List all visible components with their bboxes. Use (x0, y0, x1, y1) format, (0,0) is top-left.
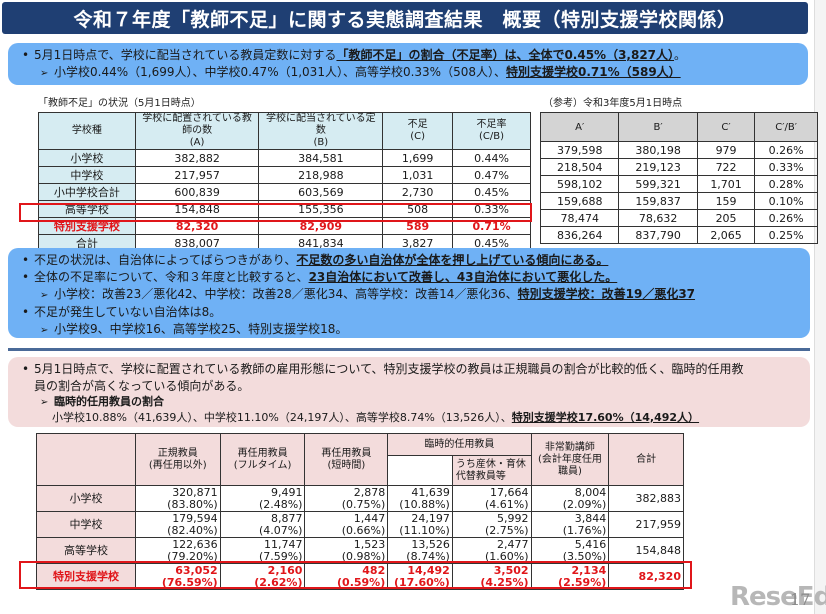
table-row: 中学校 217,957 218,988 1,031 0.47% (38, 166, 531, 184)
col-header-teachers-assigned: 学校に配置されている教師の数 (A) (134, 112, 260, 150)
section-divider (8, 348, 810, 351)
col-header-school-type: 学校種 (38, 112, 136, 150)
page-number: 17 (790, 590, 811, 609)
summary-bullet: • 不足が発生していない自治体は8。 (22, 305, 222, 319)
table-header-row: A′ B′ C′ C′/B′ (539, 112, 818, 142)
table-header-row: 学校種 学校に配置されている教師の数 (A) 学校に配当されている定数 (B) 不足… (38, 112, 531, 150)
bullet-icon: • (22, 48, 30, 62)
table-row: 598,102 599,321 1,701 0.28% (539, 175, 818, 193)
arrow-bullet-icon: ➢ (40, 68, 49, 79)
col-header-regular: 正規教員 (再任用以外) (134, 433, 221, 486)
table-row-highlighted: 特別支援学校 63,052 (76.59%) 2,160 (2.62%) 482 (0… (36, 563, 684, 590)
table-header-row: 正規教員 (再任用以外) 再任用教員 (フルタイム) 再任用教員 (短時間) 臨時的任… (36, 433, 684, 486)
summary-sub-detail: 小学校10.88%（41,639人）、中学校11.10%（24,197人）、高等… (52, 411, 700, 424)
table-caption-reference: （参考）令和3年度5月1日時点 (543, 98, 683, 109)
table-row: 中学校 179,594 (82.40%) 8,877 (4.07%) 1,447 (0… (36, 511, 684, 538)
summary-box-municipalities: • 不足の状況は、自治体によってばらつきがあり、不足数の多い自治体が全体を押し上げ… (8, 248, 810, 338)
summary-bullet-cont: 員の割合が高くなっている傾向がある。 (34, 379, 250, 393)
table-row-total: 合計 838,007 841,834 3,827 0.45% (38, 234, 531, 252)
table-row: 78,474 78,632 205 0.26% (539, 209, 818, 227)
table-row: 小学校 320,871 (83.80%) 9,491 (2.48%) 2,878 (0… (36, 485, 684, 512)
page-edge (814, 0, 826, 614)
bullet-icon: • (22, 270, 30, 284)
col-header-temporary: 臨時的任用教員 (387, 433, 532, 456)
page-title: 令和７年度「教師不足」に関する実態調査結果 概要（特別支援学校関係） (2, 2, 808, 34)
table-caption-shortage: 「教師不足」の状況（5月1日時点） (38, 98, 201, 109)
table-row: 379,598 380,198 979 0.26% (539, 141, 818, 159)
summary-bullet: • 5月1日時点で、学校に配置されている教師の雇用形態について、特別支援学校の教員… (22, 362, 744, 376)
summary-bullet: • 不足の状況は、自治体によってばらつきがあり、不足数の多い自治体が全体を押し上げ… (22, 253, 609, 267)
col-header-quota: 学校に配当されている定数 (B) (258, 112, 384, 150)
highlight-frame-special-support-employment (19, 561, 692, 589)
shortage-table: 学校種 学校に配置されている教師の数 (A) 学校に配当されている定数 (B) 不足… (38, 112, 531, 252)
summary-bullet: • 5月1日時点で、学校に配当されている教員定数に対する「教師不足」の割合（不足率… (22, 48, 687, 62)
table-row: 小中学校合計 600,839 603,569 2,730 0.45% (38, 183, 531, 201)
resed-logo: ReseEd (730, 582, 826, 612)
col-header-reemp-full: 再任用教員 (フルタイム) (219, 433, 306, 486)
summary-box-shortage-rate: • 5月1日時点で、学校に配当されている教員定数に対する「教師不足」の割合（不足率… (8, 43, 808, 85)
table-row: 159,688 159,837 159 0.10% (539, 192, 818, 210)
arrow-bullet-icon: ➢ (40, 397, 49, 408)
summary-bullet: • 全体の不足率について、令和３年度と比較すると、23自治体において改善し、43自… (22, 270, 618, 284)
highlight-frame-special-support (19, 203, 532, 222)
summary-sub-label: ➢ 臨時的任用教員の割合 (40, 395, 164, 408)
col-header-reemp-short: 再任用教員 (短時間) (304, 433, 389, 486)
summary-box-employment: • 5月1日時点で、学校に配置されている教師の雇用形態について、特別支援学校の教員… (8, 357, 810, 427)
col-header-shortage-rate: 不足率 (C/B) (452, 112, 531, 150)
col-header-temporary-substitute: うち産休・育休 代替教員等 (451, 455, 532, 486)
summary-sub-bullet: ➢ 小学校9、中学校16、高等学校25、特別支援学校18。 (22, 321, 796, 339)
col-header-blank (36, 433, 136, 486)
table-row: 218,504 219,123 722 0.33% (539, 158, 818, 176)
bullet-icon: • (22, 362, 30, 376)
table-row: 836,264 837,790 2,065 0.25% (539, 226, 818, 244)
bullet-icon: • (22, 305, 30, 319)
col-header-total: 合計 (608, 433, 684, 486)
summary-sub-bullet: ➢ 小学校：改善23／悪化42、中学校：改善28／悪化34、高等学校：改善14／悪… (22, 286, 796, 304)
table-row: 小学校 382,882 384,581 1,699 0.44% (38, 149, 531, 167)
arrow-bullet-icon: ➢ (40, 290, 49, 301)
bullet-icon: • (22, 253, 30, 267)
reference-table: A′ B′ C′ C′/B′ 379,598 380,198 979 0.26% 21… (539, 112, 818, 244)
summary-sub-bullet: ➢ 小学校0.44%（1,699人）、中学校0.47%（1,031人）、高等学校0… (22, 64, 794, 82)
col-header-shortage: 不足 (C) (382, 112, 454, 150)
col-header-part-time: 非常勤講師 (会計年度任用 職員) (530, 433, 610, 486)
table-row: 高等学校 122,636 (79.20%) 11,747 (7.59%) 1,523… (36, 537, 684, 564)
arrow-bullet-icon: ➢ (40, 325, 49, 336)
employment-type-table: 正規教員 (再任用以外) 再任用教員 (フルタイム) 再任用教員 (短時間) 臨時的任… (36, 433, 684, 590)
